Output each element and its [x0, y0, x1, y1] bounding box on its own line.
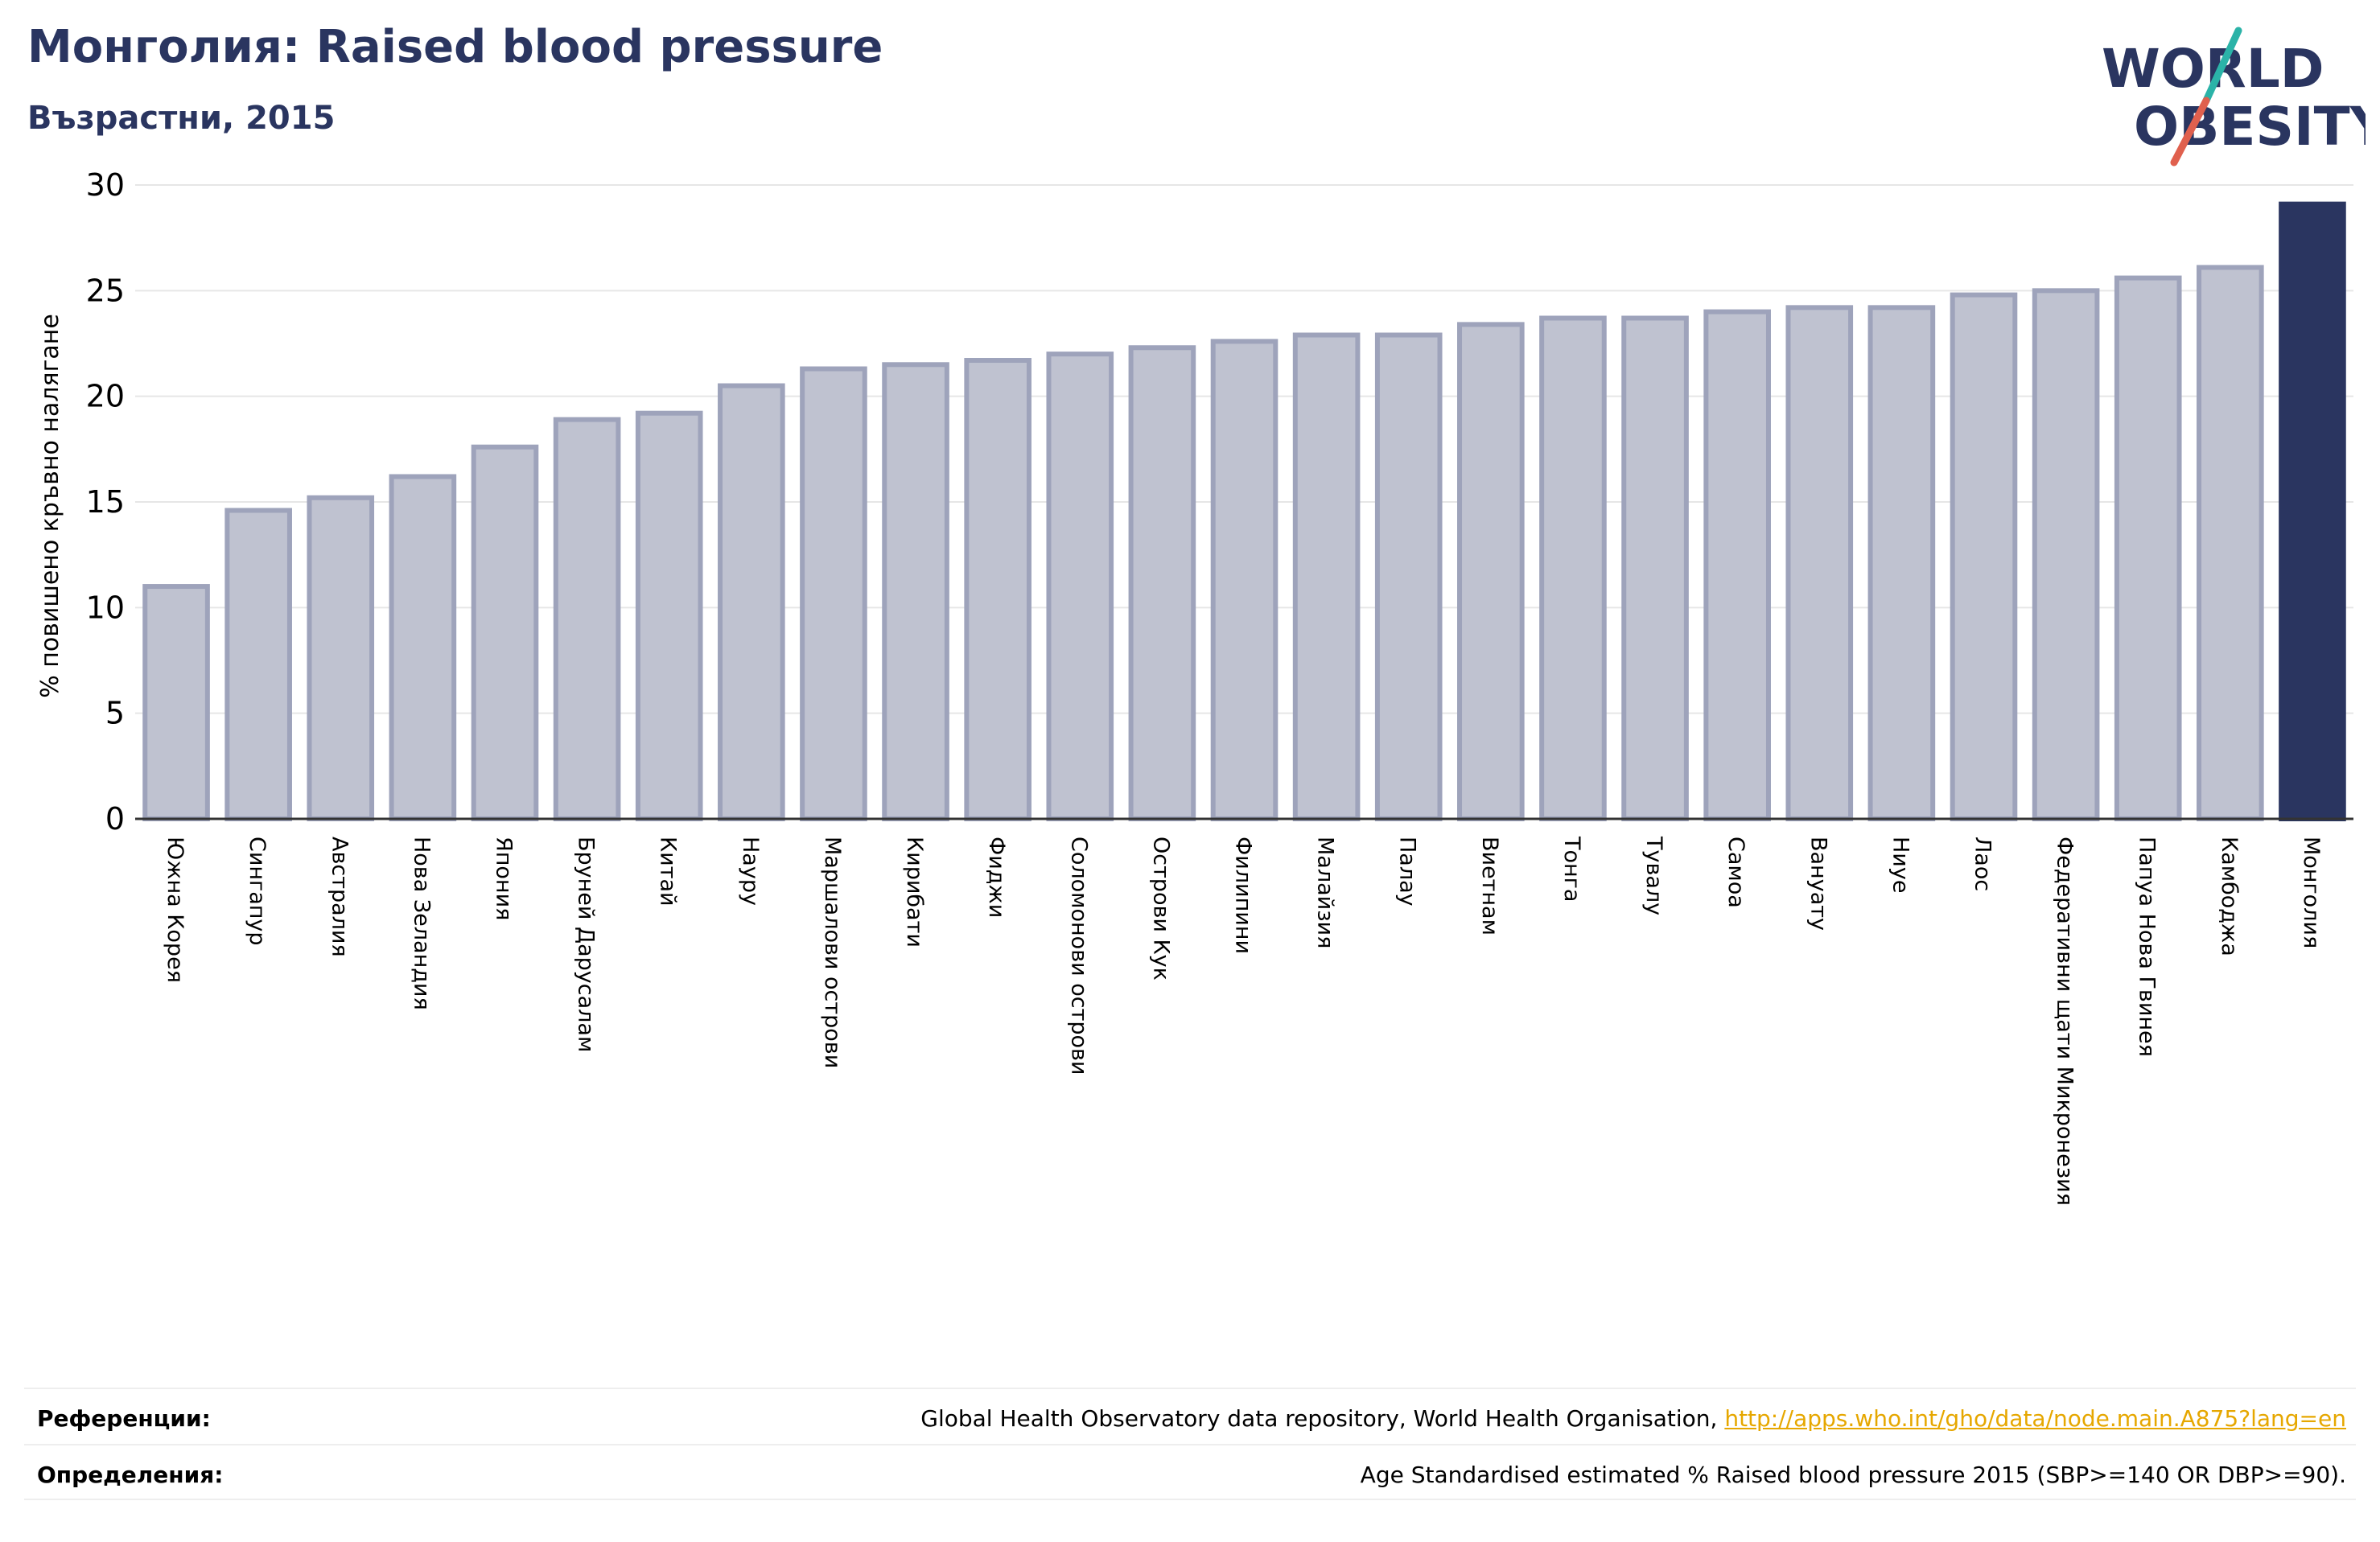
bar-6	[553, 417, 621, 821]
bar-17	[1457, 322, 1525, 821]
x-tick-label: Тонга	[1559, 836, 1584, 902]
y-tick-label: 20	[86, 379, 125, 414]
bar-19	[1621, 315, 1689, 822]
x-tick-label: Науру	[738, 837, 763, 906]
bar-25	[2114, 275, 2182, 822]
x-axis-labels: Южна Корея Сингапур Австралия Нова Зеландия…	[163, 836, 2324, 1206]
x-tick-label: Китай	[656, 837, 681, 907]
x-tick-label: Камбоджа	[2217, 837, 2242, 956]
y-tick-label: 5	[105, 696, 125, 731]
bar-22	[1867, 305, 1936, 821]
bar-26	[2197, 265, 2264, 821]
bar-16	[1374, 332, 1443, 821]
bar-11	[964, 358, 1031, 822]
x-tick-label: Острови Кук	[1148, 837, 1173, 981]
y-axis-label: % повишено кръвно налягане	[36, 314, 64, 698]
x-tick-label: Вануату	[1806, 837, 1830, 931]
chart-subtitle: Възрастни, 2015	[27, 100, 336, 137]
references-row: Референции: Global Health Observatory da…	[24, 1388, 2356, 1444]
logo-slash-teal	[2202, 27, 2242, 105]
world-obesity-logo: WORLD OBESITY	[2102, 27, 2366, 167]
bar-8	[718, 383, 785, 821]
bar-9	[800, 366, 867, 821]
bar-27	[2279, 201, 2346, 821]
x-tick-label: Малайзия	[1313, 837, 1338, 948]
x-tick-label: Монголия	[2299, 837, 2324, 948]
bar-15	[1292, 332, 1361, 821]
x-tick-label: Самоа	[1723, 837, 1748, 908]
x-tick-label: Фиджи	[984, 837, 1009, 918]
bars	[142, 201, 2346, 822]
bar-5	[471, 444, 539, 821]
bar-2	[224, 508, 292, 821]
x-tick-label: Тувалу	[1641, 836, 1666, 915]
bar-14	[1210, 339, 1279, 821]
y-tick-label: 15	[86, 484, 125, 520]
x-tick-label: Южна Корея	[163, 837, 187, 983]
logo-word-obesity: OBESITY	[2134, 96, 2366, 158]
references-text: Global Health Observatory data repositor…	[920, 1405, 1725, 1432]
bar-3	[307, 495, 375, 821]
x-tick-label: Филипини	[1231, 837, 1256, 954]
bar-1	[142, 584, 210, 821]
bar-24	[2032, 288, 2100, 822]
bar-4	[389, 474, 457, 821]
chart-title: Монголия: Raised blood pressure	[27, 21, 883, 73]
x-tick-label: Сингапур	[245, 837, 270, 946]
bar-chart: 0 5 10 15 20 25 30 Южна Корея Сингапур Австралия…	[36, 167, 2353, 1206]
x-tick-label: Кирибати	[902, 837, 927, 948]
bar-23	[1950, 292, 2018, 821]
x-tick-label: Япония	[492, 837, 517, 920]
x-tick-label: Федеративни щати Микронезия	[2053, 837, 2077, 1206]
x-tick-label: Соломонови острови	[1066, 837, 1091, 1075]
references-link[interactable]: http://apps.who.int/gho/data/node.main.A…	[1724, 1405, 2346, 1432]
y-axis-ticks: 0 5 10 15 20 25 30	[86, 167, 125, 837]
references-label: Референции:	[37, 1405, 211, 1432]
bar-21	[1785, 305, 1854, 821]
bar-7	[635, 410, 703, 821]
x-tick-label: Папуа Нова Гвинея	[2135, 837, 2160, 1057]
x-tick-label: Виетнам	[1477, 837, 1502, 935]
bar-13	[1128, 345, 1196, 821]
bar-12	[1046, 352, 1114, 821]
x-tick-label: Палау	[1395, 837, 1420, 907]
x-tick-label: Нова Зеландия	[409, 837, 434, 1010]
logo-slash-red	[2170, 97, 2210, 167]
x-tick-label: Лаос	[1970, 837, 1995, 891]
bar-10	[882, 362, 949, 821]
bar-18	[1539, 315, 1607, 822]
x-tick-label: Австралия	[327, 837, 352, 957]
y-tick-label: 10	[86, 590, 125, 625]
bar-20	[1703, 309, 1771, 822]
y-tick-label: 25	[86, 273, 125, 308]
definitions-text: Age Standardised estimated % Raised bloo…	[1360, 1462, 2346, 1488]
references-text-wrap: Global Health Observatory data repositor…	[920, 1405, 2346, 1432]
x-tick-label: Маршалови острови	[820, 837, 845, 1068]
x-tick-label: Бруней Дарусалам	[574, 837, 599, 1052]
x-tick-label: Ниуе	[1888, 837, 1913, 893]
definitions-label: Определения:	[37, 1462, 224, 1488]
y-tick-label: 30	[86, 167, 125, 203]
y-tick-label: 0	[105, 801, 125, 837]
definitions-row: Определения: Age Standardised estimated …	[24, 1444, 2356, 1500]
